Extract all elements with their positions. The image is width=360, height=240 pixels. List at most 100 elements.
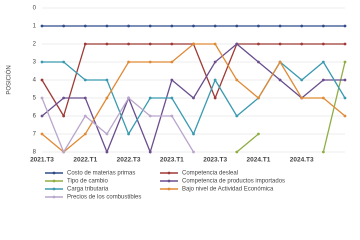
point — [213, 42, 217, 46]
y-tick-label: 8 — [33, 150, 37, 156]
point — [40, 114, 44, 118]
legend-marker — [167, 187, 171, 191]
point — [278, 42, 282, 46]
legend-marker — [167, 171, 171, 175]
point — [40, 96, 44, 100]
legend-marker — [167, 179, 171, 183]
point — [213, 78, 217, 82]
point — [257, 96, 260, 100]
point — [105, 24, 109, 28]
point — [343, 24, 347, 28]
y-tick-label: 2 — [33, 42, 37, 48]
point — [62, 96, 66, 100]
x-tick-label: 2024.T3 — [290, 157, 314, 164]
point — [321, 60, 325, 64]
legend-marker — [52, 179, 56, 183]
point — [300, 24, 304, 28]
point — [257, 132, 260, 136]
point — [235, 78, 239, 82]
point — [127, 42, 130, 46]
point — [62, 60, 66, 64]
point — [300, 42, 304, 46]
y-tick-label: 0 — [33, 6, 37, 12]
legend-label: Tipo de cambio — [67, 179, 108, 185]
point — [105, 42, 109, 46]
point — [192, 96, 195, 100]
point — [192, 24, 195, 28]
point — [278, 24, 282, 28]
legend-label: Precios de los combustibles — [67, 195, 141, 201]
y-tick-label: 4 — [33, 78, 37, 84]
point — [192, 150, 195, 154]
legend-label: Costo de materias primas — [67, 171, 135, 177]
y-tick-label: 6 — [33, 114, 37, 120]
point — [235, 150, 239, 154]
point — [62, 150, 66, 154]
point — [40, 60, 44, 64]
point — [83, 42, 87, 46]
point — [40, 78, 44, 82]
point — [127, 132, 130, 136]
point — [343, 96, 347, 100]
point — [105, 78, 109, 82]
point — [343, 114, 347, 118]
legend-marker — [52, 171, 56, 175]
point — [105, 132, 109, 136]
point — [321, 24, 325, 28]
point — [235, 114, 239, 118]
point — [148, 42, 152, 46]
point — [192, 42, 195, 46]
point — [83, 96, 87, 100]
point — [170, 114, 174, 118]
point — [83, 114, 87, 118]
point — [235, 24, 239, 28]
point — [127, 60, 130, 64]
point — [83, 78, 87, 82]
point — [321, 96, 325, 100]
point — [257, 42, 260, 46]
point — [321, 42, 325, 46]
point — [127, 24, 130, 28]
legend-label: Bajo nivel de Actividad Económica — [182, 187, 274, 193]
x-tick-label: 2023.T1 — [160, 157, 184, 164]
y-tick-label: 1 — [33, 24, 37, 30]
point — [300, 96, 304, 100]
point — [127, 96, 130, 100]
legend-label: Carga tributaria — [67, 187, 109, 193]
point — [148, 60, 152, 64]
point — [170, 96, 174, 100]
x-tick-label: 2022.T1 — [73, 157, 97, 164]
point — [321, 78, 325, 82]
point — [300, 78, 304, 82]
point — [62, 24, 66, 28]
legend-marker — [52, 195, 56, 199]
point — [148, 24, 152, 28]
series-line — [236, 61, 346, 153]
point — [83, 24, 87, 28]
point — [148, 114, 152, 118]
x-tick-label: 2021.T3 — [30, 157, 54, 164]
point — [343, 60, 347, 64]
legend-marker — [52, 187, 56, 191]
point — [170, 42, 174, 46]
point — [148, 96, 152, 100]
y-tick-label: 3 — [33, 60, 37, 66]
point — [321, 150, 325, 154]
point — [213, 24, 217, 28]
y-axis-label: POSICIÓN — [6, 65, 13, 94]
legend-label: Competencia de productos importados — [182, 179, 285, 185]
point — [343, 78, 347, 82]
point — [170, 60, 174, 64]
point — [148, 150, 152, 154]
point — [257, 24, 260, 28]
legend-label: Competencia desleal — [182, 171, 238, 177]
point — [213, 60, 217, 64]
point — [213, 96, 217, 100]
point — [192, 132, 195, 136]
point — [83, 132, 87, 136]
point — [170, 78, 174, 82]
point — [257, 60, 260, 64]
point — [343, 42, 347, 46]
y-tick-label: 7 — [33, 132, 37, 138]
